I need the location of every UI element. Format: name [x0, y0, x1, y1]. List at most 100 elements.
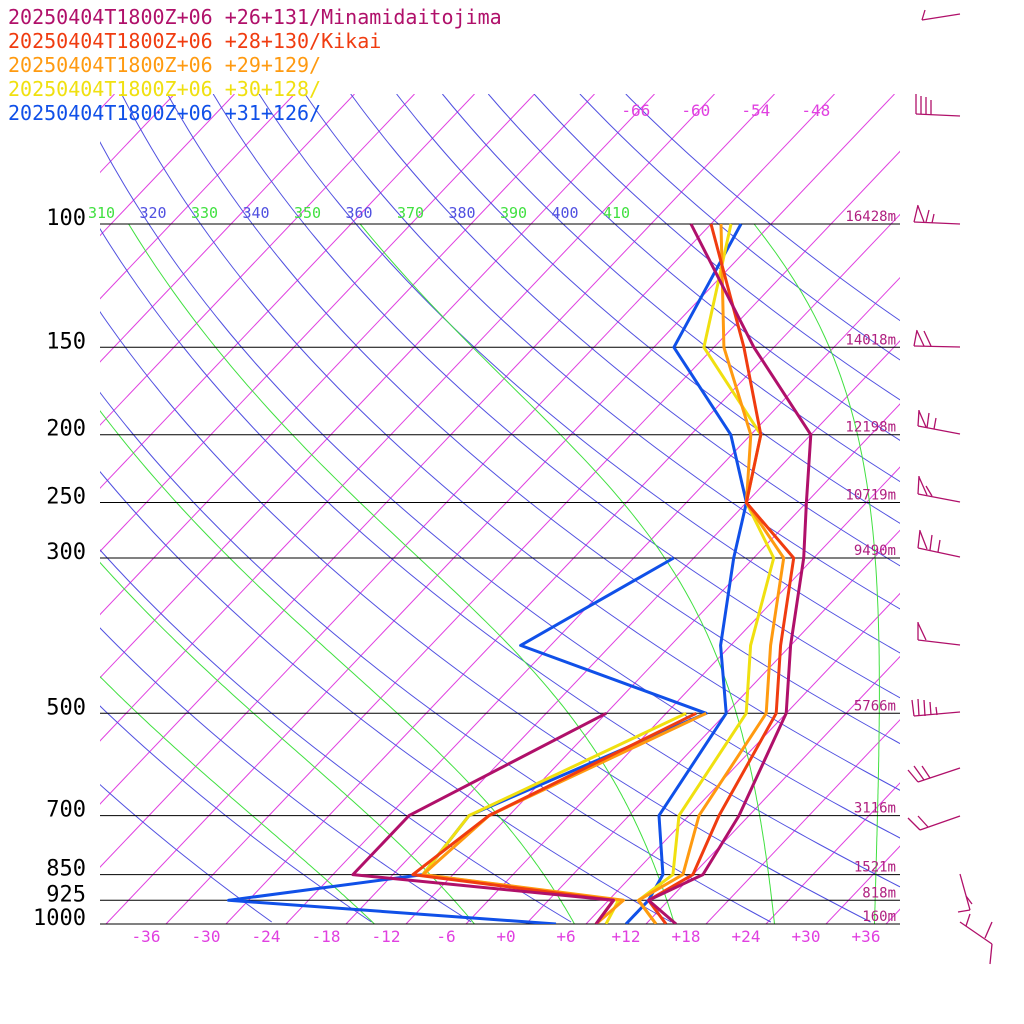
legend-entry: 20250404T1800Z+06 +29+129/: [8, 53, 321, 77]
legend-entry: 20250404T1800Z+06 +28+130/Kikai: [8, 29, 381, 53]
temperature-profile-line: [647, 223, 813, 924]
wind-barb-icon: [913, 329, 961, 348]
theta-labels: 310 320 330 340 350 360 370 380 390 400 410: [88, 204, 630, 222]
upper-temperature-label: -60: [681, 101, 710, 120]
isotherm-line: [525, 529, 900, 924]
wind-barb-icon: [913, 204, 961, 225]
pressure-label: 150: [46, 329, 86, 354]
pressure-label: 700: [46, 798, 86, 823]
temperature-tick-label: -24: [252, 927, 281, 946]
height-label: 160m: [862, 909, 896, 925]
wind-barb-icon: [911, 698, 961, 717]
pressure-label: 200: [46, 417, 86, 442]
temperature-profile-line: [647, 223, 796, 924]
isotherm-line: [465, 466, 900, 924]
dry-adiabat-line: [166, 94, 900, 745]
dry-adiabat-line: [100, 311, 871, 923]
theta-label: 330: [191, 204, 218, 222]
wind-barb-icon: [921, 9, 961, 21]
temperature-tick-label: +0: [496, 927, 515, 946]
dry-adiabat-line: [442, 94, 900, 483]
wind-barb-icon: [917, 475, 961, 503]
pressure-label: 1000: [33, 906, 86, 931]
pressure-label: 100: [46, 206, 86, 231]
isotherm-line: [100, 94, 775, 805]
temperature-tick-label: +36: [852, 927, 881, 946]
isotherm-line: [100, 94, 235, 237]
height-label: 14018m: [845, 332, 896, 348]
isotherm-line: [165, 150, 900, 924]
temperature-tick-label: -18: [312, 927, 341, 946]
isotherm-line: [100, 94, 355, 363]
dry-adiabat-line: [100, 227, 900, 888]
dry-adiabat-grid: [100, 94, 900, 923]
moist-adiabat-line: [100, 410, 575, 924]
temperature-tick-label: -6: [436, 927, 455, 946]
wind-barb-icon: [917, 529, 961, 558]
upper-temperature-label: -66: [621, 101, 650, 120]
chart-legend: 20250404T1800Z+06 +26+131/Minamidaitojim…: [8, 5, 502, 125]
temperature-tick-label: +12: [612, 927, 641, 946]
height-labels: 16428m 14018m 12198m 10719m 9490m 5766m 3116m 1…: [845, 209, 896, 925]
wind-barb-icon: [917, 622, 961, 646]
isotherm-line: [100, 94, 535, 553]
dry-adiabat-line: [258, 94, 900, 654]
pressure-label: 500: [46, 695, 86, 720]
theta-label: 370: [397, 204, 424, 222]
upper-temperature-labels: -66 -60 -54 -48: [621, 101, 830, 120]
height-label: 10719m: [845, 488, 896, 504]
wind-barb-icon: [915, 94, 961, 117]
theta-label: 400: [552, 204, 579, 222]
dry-adiabat-line: [533, 94, 900, 401]
isotherm-line: [765, 782, 900, 924]
dewpoint-profile-line: [351, 711, 615, 924]
height-label: 5766m: [854, 698, 896, 714]
isotherm-line: [885, 908, 900, 924]
wind-barb-icon: [917, 409, 961, 435]
pressure-label: 250: [46, 485, 86, 510]
theta-label: 310: [88, 204, 115, 222]
dry-adiabat-line: [487, 94, 900, 441]
temperature-tick-label: +6: [556, 927, 575, 946]
legend-entry: 20250404T1800Z+06 +30+128/: [8, 77, 321, 101]
isotherm-line: [100, 94, 415, 426]
isotherm-line: [285, 276, 900, 924]
upper-temperature-label: -54: [741, 101, 770, 120]
moist-adiabat-line: [359, 223, 775, 924]
wind-barb-icon: [959, 913, 993, 965]
dry-adiabat-line: [350, 94, 900, 567]
isotherm-line: [225, 213, 900, 924]
dewpoint-profile-line: [227, 556, 708, 924]
height-label: 3116m: [854, 801, 896, 817]
pressure-label: 850: [46, 857, 86, 882]
dry-adiabat-line: [212, 94, 900, 699]
dry-adiabat-line: [625, 94, 900, 322]
height-label: 16428m: [845, 209, 896, 225]
temperature-tick-label: -12: [372, 927, 401, 946]
moist-adiabat-line: [975, 224, 1024, 924]
pressure-label: 300: [46, 540, 86, 565]
temperature-profile-line: [637, 223, 786, 924]
pressure-label: 925: [46, 882, 86, 907]
theta-label: 320: [140, 204, 167, 222]
legend-entry: 20250404T1800Z+06 +31+126/: [8, 101, 321, 125]
dry-adiabat-line: [100, 391, 772, 923]
isotherm-line: [105, 94, 895, 924]
wind-barb-icon: [957, 873, 973, 913]
wind-barb-icon: [907, 815, 961, 831]
dry-adiabat-line: [121, 94, 900, 791]
height-label: 9490m: [854, 543, 896, 559]
temperature-tick-label: -30: [192, 927, 221, 946]
upper-temperature-label: -48: [801, 101, 830, 120]
temperature-tick-label: +24: [732, 927, 761, 946]
dry-adiabat-line: [396, 94, 900, 524]
theta-label: 410: [603, 204, 630, 222]
sounding-profiles: [227, 223, 813, 924]
legend-entry: 20250404T1800Z+06 +26+131/Minamidaitojim…: [8, 5, 502, 29]
isotherm-line: [405, 403, 900, 924]
dry-adiabat-line: [100, 141, 900, 839]
dry-adiabat-line: [100, 627, 472, 923]
isotherm-line: [645, 655, 900, 924]
